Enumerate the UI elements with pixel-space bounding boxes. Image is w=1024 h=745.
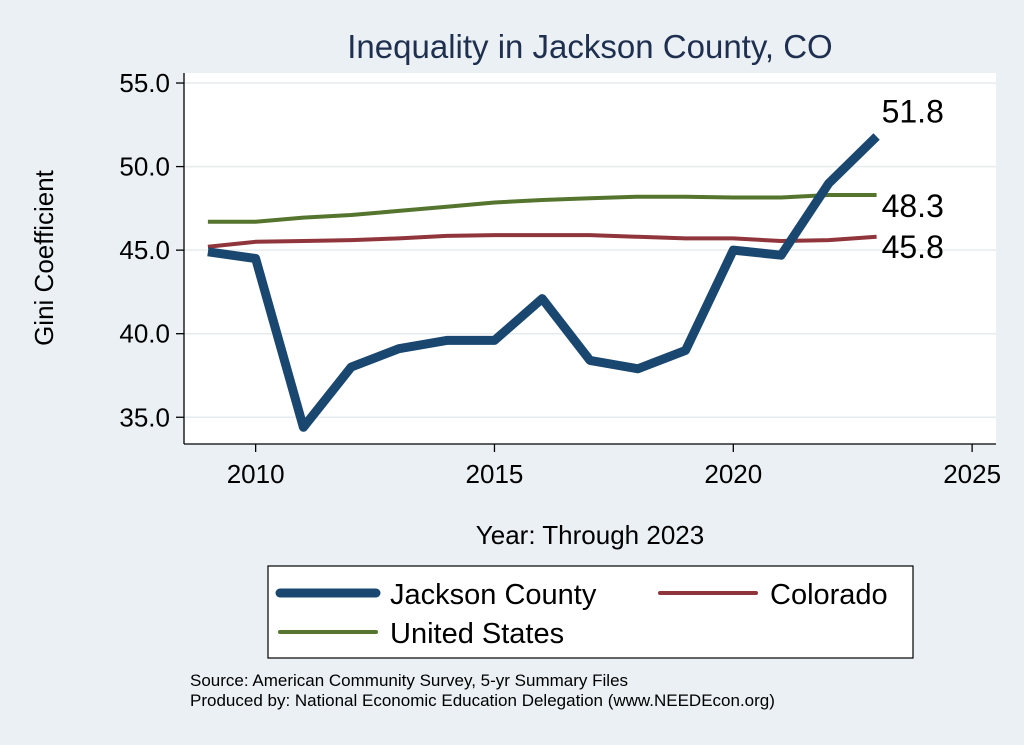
x-tick-label: 2015 [466, 459, 524, 489]
y-tick-label: 40.0 [119, 319, 170, 349]
y-tick-label: 50.0 [119, 152, 170, 182]
legend-label-colorado: Colorado [770, 579, 888, 611]
legend-label-jackson-county: Jackson County [390, 579, 597, 611]
series-line-colorado [207, 233, 877, 249]
source-line: Source: American Community Survey, 5-yr … [190, 671, 629, 690]
chart-title: Inequality in Jackson County, CO [347, 28, 832, 65]
gridlines [184, 82, 996, 419]
x-tick-label: 2025 [943, 459, 1001, 489]
series-line-jackson-county [207, 133, 880, 432]
y-tick-label: 45.0 [119, 235, 170, 265]
source-note: Source: American Community Survey, 5-yr … [190, 671, 775, 711]
x-tick-label: 2010 [227, 459, 285, 489]
y-tick-label: 35.0 [119, 402, 170, 432]
end-label-united-states: 48.3 [882, 188, 944, 224]
end-label-colorado: 45.8 [882, 229, 944, 265]
legend-label-united-states: United States [390, 618, 564, 650]
series-lines [207, 133, 880, 432]
producer-line: Produced by: National Economic Education… [190, 691, 775, 710]
x-tick-label: 2020 [704, 459, 762, 489]
series-line-united-states [207, 193, 877, 224]
legend: Jackson County Colorado United States [267, 565, 914, 659]
axes: 35.0 40.0 45.0 50.0 55.0 2010 2015 2020 2025 [119, 68, 1001, 489]
end-label-jackson-county: 51.8 [882, 94, 944, 130]
legend-box [267, 565, 914, 659]
end-labels: 51.8 45.8 48.3 [882, 94, 944, 265]
plot-area [184, 73, 996, 444]
y-axis-title: Gini Coefficient [29, 169, 59, 346]
x-axis-title: Year: Through 2023 [476, 520, 704, 550]
y-tick-label: 55.0 [119, 68, 170, 98]
